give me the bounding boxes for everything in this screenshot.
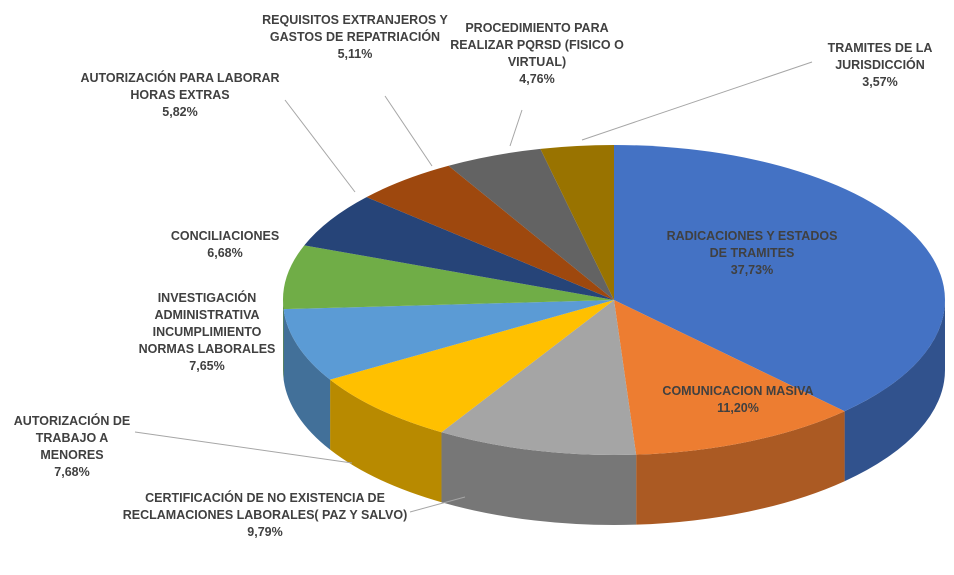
category-label: INVESTIGACIÓN ADMINISTRATIVA INCUMPLIMIE… <box>138 291 276 356</box>
slice <box>448 148 614 300</box>
category-label: AUTORIZACIÓN DE TRABAJO A MENORES <box>13 414 131 462</box>
slice <box>282 245 614 310</box>
data-label: AUTORIZACIÓN DE TRABAJO A MENORES 7,68% <box>7 413 137 481</box>
value-label: 9,79% <box>247 525 283 539</box>
value-label: 5,82% <box>162 105 198 119</box>
value-label: 37,73% <box>730 263 774 277</box>
data-label: PROCEDIMIENTO PARA REALIZAR PQRSD (FISIC… <box>447 20 627 88</box>
category-label: TRAMITES DE LA JURISDICCIÓN <box>827 41 933 72</box>
category-label: RADICACIONES Y ESTADOS DE TRAMITES <box>666 229 838 260</box>
slice <box>330 300 614 433</box>
slice-side <box>844 300 945 482</box>
category-label: PROCEDIMIENTO PARA REALIZAR PQRSD (FISIC… <box>450 21 624 69</box>
leader-line <box>384 95 433 167</box>
slice <box>614 145 945 412</box>
slice <box>366 165 614 300</box>
leader-line <box>134 431 353 464</box>
category-label: CONCILIACIONES <box>170 229 280 243</box>
leader-line <box>509 109 523 147</box>
data-label: RADICACIONES Y ESTADOS DE TRAMITES 37,73% <box>657 228 847 279</box>
slice <box>283 300 614 380</box>
value-label: 6,68% <box>207 246 243 260</box>
value-label: 7,68% <box>54 465 90 479</box>
slice-side <box>636 411 845 525</box>
category-label: COMUNICACION MASIVA <box>662 384 814 398</box>
slice-side <box>330 379 442 503</box>
data-label: TRAMITES DE LA JURISDICCIÓN 3,57% <box>815 40 945 91</box>
value-label: 7,65% <box>189 359 225 373</box>
value-label: 11,20% <box>717 401 759 415</box>
category-label: AUTORIZACIÓN PARA LABORAR HORAS EXTRAS <box>80 71 280 102</box>
data-label: CERTIFICACIÓN DE NO EXISTENCIA DE RECLAM… <box>120 490 410 541</box>
leader-line <box>581 61 813 141</box>
data-label: REQUISITOS EXTRANJEROS Y GASTOS DE REPAT… <box>250 12 460 63</box>
slice-side <box>283 309 331 450</box>
category-label: REQUISITOS EXTRANJEROS Y GASTOS DE REPAT… <box>262 13 448 44</box>
leader-line <box>409 496 466 513</box>
slice <box>614 300 845 455</box>
category-label: CERTIFICACIÓN DE NO EXISTENCIA DE RECLAM… <box>122 491 408 522</box>
value-label: 4,76% <box>519 72 555 86</box>
data-label: AUTORIZACIÓN PARA LABORAR HORAS EXTRAS 5,… <box>80 70 280 121</box>
slice <box>540 145 614 300</box>
data-label: CONCILIACIONES 6,68% <box>145 228 305 262</box>
data-label: INVESTIGACIÓN ADMINISTRATIVA INCUMPLIMIE… <box>127 290 287 375</box>
slice-side <box>283 300 284 380</box>
leader-line <box>284 99 356 193</box>
value-label: 3,57% <box>862 75 898 89</box>
data-label: COMUNICACION MASIVA 11,20% <box>628 383 848 417</box>
slice <box>441 300 637 455</box>
slice <box>304 197 614 300</box>
value-label: 5,11% <box>337 47 373 61</box>
slice-side <box>441 432 637 525</box>
